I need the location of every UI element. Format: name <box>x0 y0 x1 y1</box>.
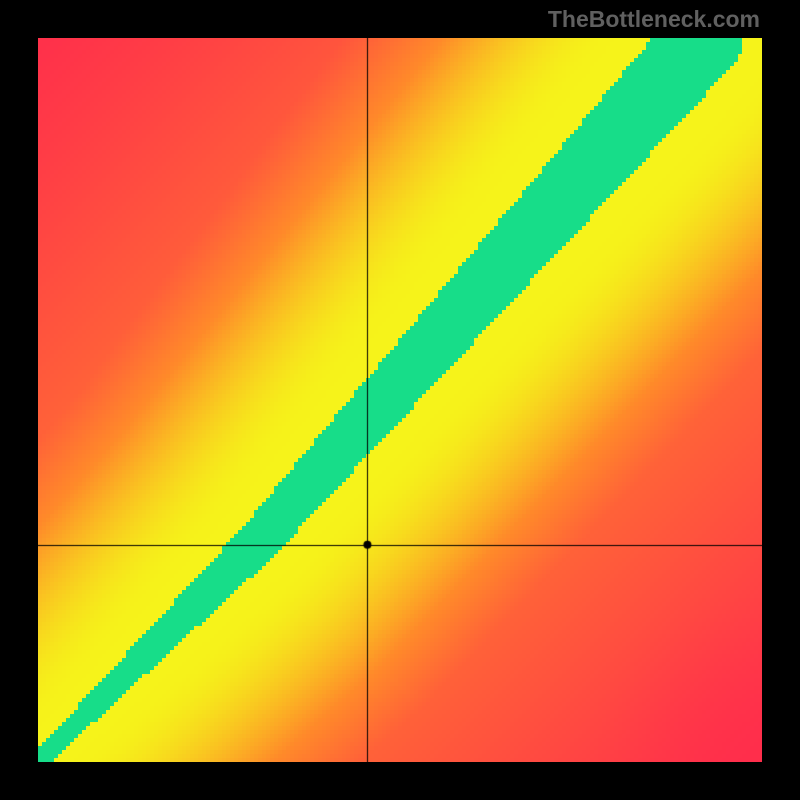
watermark-text: TheBottleneck.com <box>548 6 760 33</box>
bottleneck-heatmap <box>38 38 762 762</box>
chart-container: TheBottleneck.com <box>0 0 800 800</box>
